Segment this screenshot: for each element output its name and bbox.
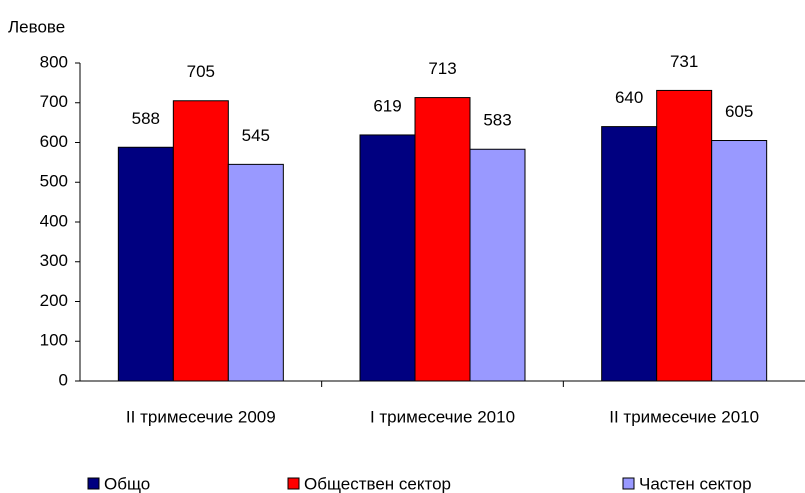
value-label: 705: [187, 62, 215, 81]
bar: [469, 148, 526, 382]
value-label: 545: [242, 126, 270, 145]
y-tick-label: 600: [40, 132, 68, 151]
x-tick-label: II тримесечие 2010: [609, 407, 759, 426]
bar: [117, 146, 174, 382]
value-label: 605: [725, 102, 753, 121]
y-tick-label: 400: [40, 211, 68, 230]
value-label: 583: [483, 111, 511, 130]
bar: [359, 134, 416, 382]
y-tick-label: 500: [40, 172, 68, 191]
value-label: 619: [373, 96, 401, 115]
value-label: 713: [428, 59, 456, 78]
y-tick-label: 100: [40, 331, 68, 350]
value-label: 731: [670, 52, 698, 71]
x-tick-label: II тримесечие 2009: [126, 407, 276, 426]
bar: [656, 89, 713, 382]
bar: [414, 97, 471, 382]
y-tick-label: 0: [59, 370, 68, 389]
legend-label: Обществен сектор: [304, 474, 451, 493]
bar: [601, 126, 658, 382]
bar: [227, 163, 284, 382]
legend-swatch: [622, 477, 635, 490]
legend-swatch: [287, 477, 300, 490]
value-label: 588: [132, 109, 160, 128]
legend-label: Частен сектор: [639, 474, 752, 493]
bar: [172, 100, 229, 382]
legend-swatch: [87, 477, 100, 490]
value-label: 640: [615, 88, 643, 107]
x-tick-label: I тримесечие 2010: [370, 407, 515, 426]
legend-label: Общо: [104, 474, 150, 493]
bar: [711, 140, 768, 382]
y-tick-label: 200: [40, 291, 68, 310]
y-tick-label: 800: [40, 52, 68, 71]
y-axis-label: Левове: [8, 17, 65, 36]
y-tick-label: 700: [40, 92, 68, 111]
y-tick-label: 300: [40, 251, 68, 270]
